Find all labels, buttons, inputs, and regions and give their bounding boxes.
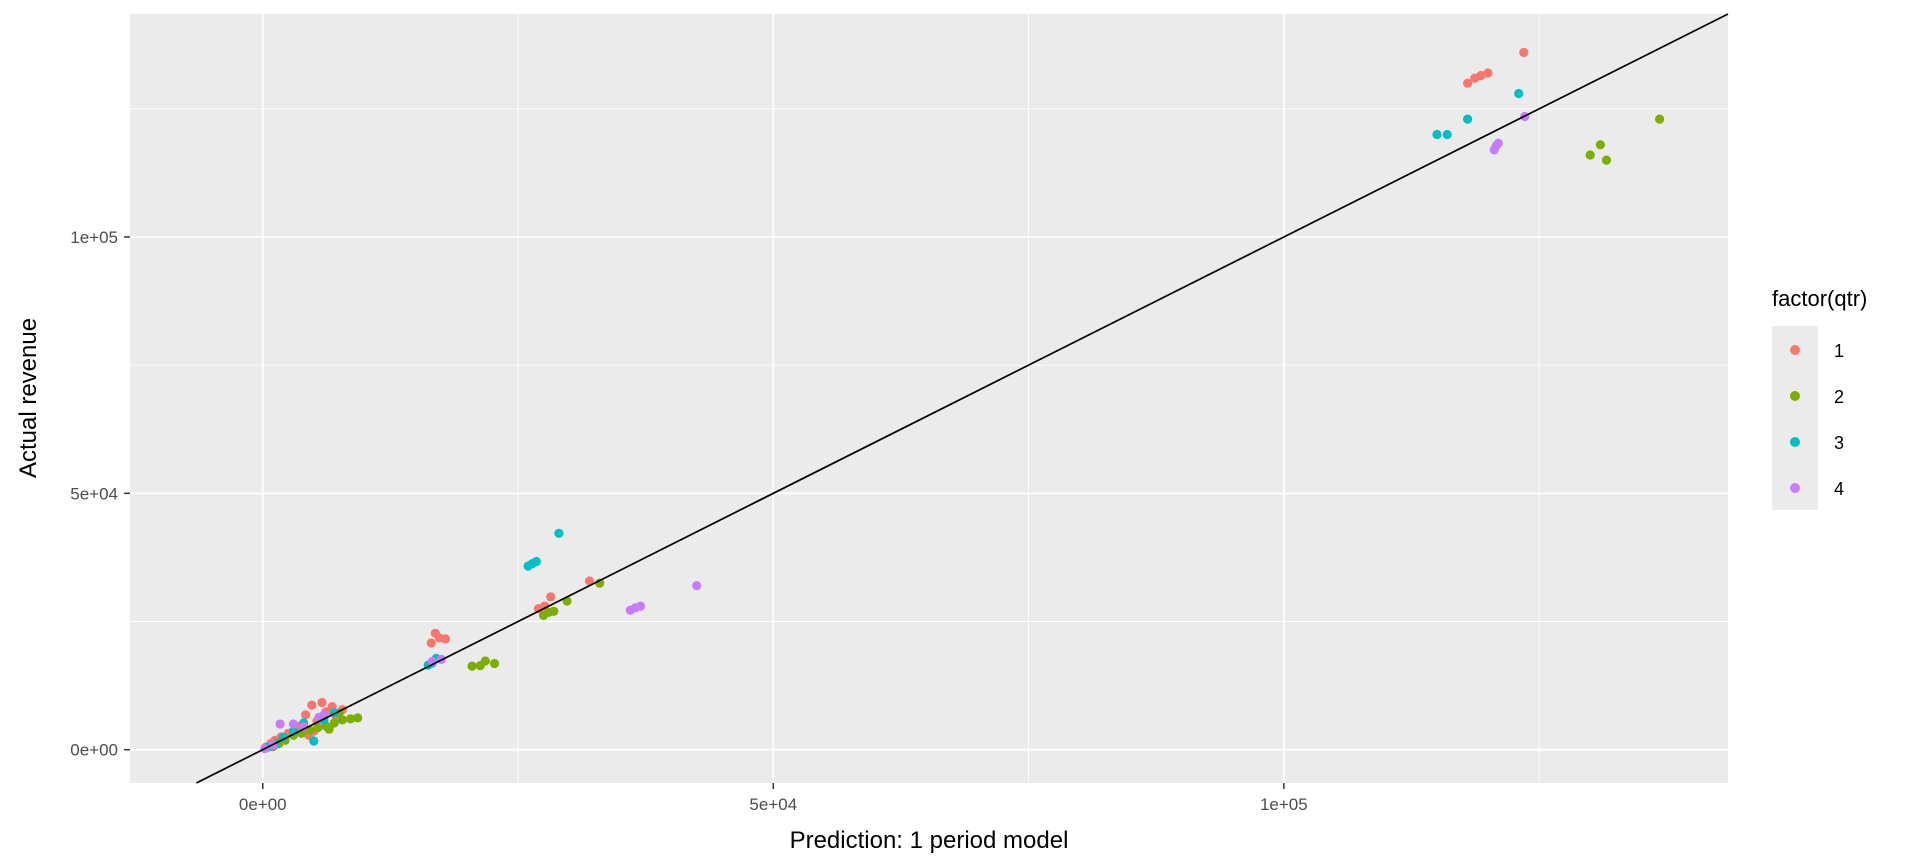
- data-point: [440, 634, 451, 644]
- legend: factor(qtr) 1 2 3 4: [1772, 286, 1867, 510]
- minor-gridlines: [130, 14, 1728, 783]
- legend-title: factor(qtr): [1772, 286, 1867, 311]
- data-point: [1463, 114, 1473, 124]
- x-tick-label: 1e+05: [1260, 795, 1308, 814]
- y-axis: 0e+00 5e+04 1e+05: [70, 228, 130, 760]
- legend-key-background: [1772, 326, 1818, 510]
- legend-items: 1 2 3 4: [1790, 341, 1844, 499]
- data-point: [288, 719, 298, 729]
- data-point: [329, 718, 339, 728]
- x-tick-label: 0e+00: [239, 795, 287, 814]
- data-point: [692, 581, 702, 591]
- data-point: [554, 528, 564, 538]
- data-point: [313, 723, 323, 733]
- y-axis-title: Actual revenue: [15, 318, 42, 478]
- data-point: [489, 658, 500, 669]
- data-point: [353, 713, 363, 723]
- data-point: [275, 719, 285, 729]
- legend-key-qtr-4: [1790, 483, 1800, 493]
- x-axis: 0e+00 5e+04 1e+05: [239, 783, 1308, 814]
- legend-label-qtr-3: 3: [1834, 433, 1844, 453]
- x-axis-title: Prediction: 1 period model: [790, 827, 1069, 854]
- data-point: [317, 697, 327, 708]
- plot-panel: [130, 14, 1728, 783]
- data-point: [1493, 138, 1503, 148]
- series-qtr-2: [268, 114, 1665, 752]
- data-point: [1463, 78, 1473, 88]
- legend-key-qtr-2: [1790, 391, 1800, 401]
- x-tick-label: 5e+04: [749, 795, 797, 814]
- reference-line: [195, 13, 1729, 784]
- legend-key-qtr-1: [1790, 345, 1800, 355]
- data-point: [584, 576, 595, 586]
- data-point: [307, 700, 317, 710]
- data-point: [1655, 114, 1665, 124]
- data-point: [301, 710, 311, 720]
- data-point: [426, 638, 436, 648]
- data-point: [1442, 129, 1452, 140]
- data-point: [309, 736, 319, 746]
- y-tick-label: 1e+05: [70, 228, 118, 247]
- data-point: [635, 601, 646, 611]
- legend-key-qtr-3: [1790, 437, 1800, 447]
- data-point: [346, 714, 356, 724]
- data-point: [480, 656, 490, 666]
- data-point: [1601, 155, 1612, 165]
- reference-line-layer: [195, 13, 1729, 784]
- data-point: [1432, 129, 1442, 140]
- data-point: [1519, 47, 1529, 58]
- data-point: [337, 715, 347, 725]
- data-point: [1483, 68, 1493, 78]
- data-point: [467, 661, 477, 671]
- legend-label-qtr-2: 2: [1834, 387, 1844, 407]
- major-gridlines: [130, 14, 1728, 783]
- legend-label-qtr-4: 4: [1834, 479, 1844, 499]
- data-point: [324, 724, 334, 734]
- data-point: [546, 592, 556, 602]
- y-tick-label: 5e+04: [70, 484, 118, 503]
- data-point: [1595, 140, 1605, 150]
- data-point: [531, 556, 542, 567]
- y-tick-label: 0e+00: [70, 741, 118, 760]
- data-point: [549, 606, 559, 616]
- data-point: [1476, 70, 1486, 81]
- legend-label-qtr-1: 1: [1834, 341, 1844, 361]
- data-point: [1514, 88, 1524, 99]
- data-point: [1585, 150, 1595, 160]
